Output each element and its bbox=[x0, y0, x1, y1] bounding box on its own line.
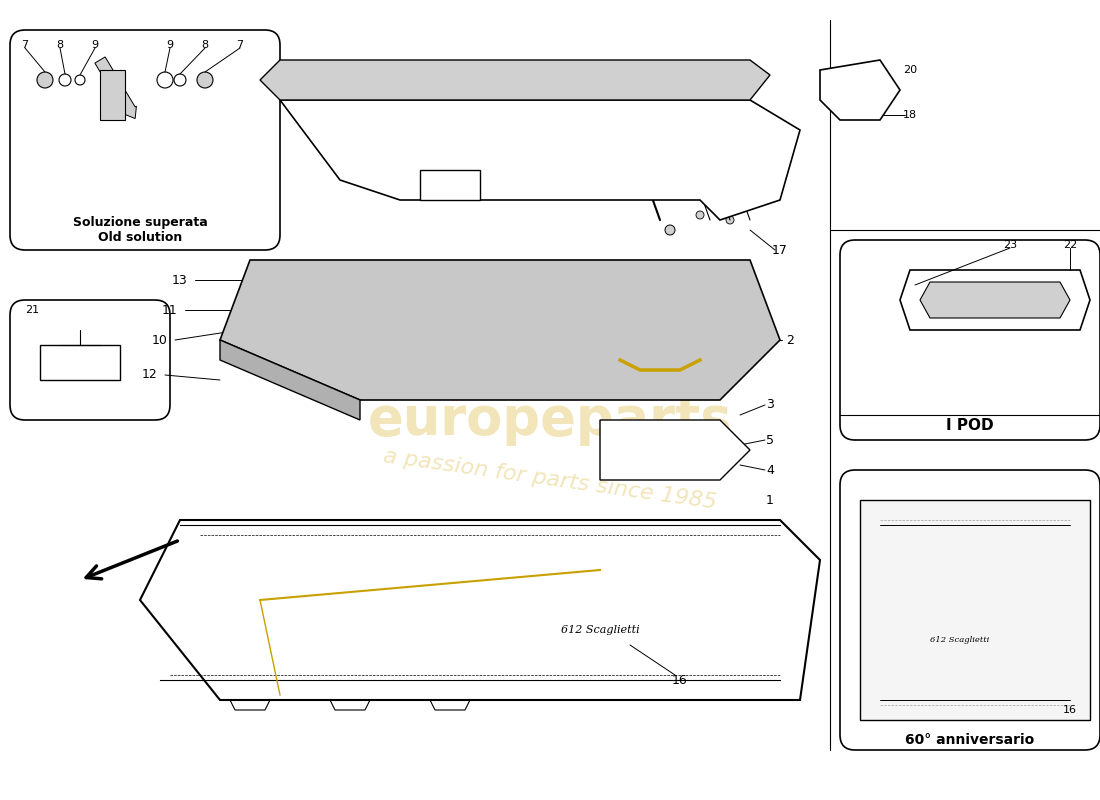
Circle shape bbox=[625, 145, 635, 155]
Polygon shape bbox=[330, 700, 370, 710]
Polygon shape bbox=[600, 420, 750, 480]
Circle shape bbox=[667, 177, 673, 183]
Text: 15: 15 bbox=[362, 163, 378, 177]
Circle shape bbox=[635, 265, 645, 275]
Text: 22: 22 bbox=[1063, 240, 1077, 250]
Text: europeparts: europeparts bbox=[367, 394, 733, 446]
Polygon shape bbox=[860, 500, 1090, 720]
Circle shape bbox=[865, 65, 874, 75]
Bar bbox=[100, 70, 125, 120]
Circle shape bbox=[666, 225, 675, 235]
Circle shape bbox=[910, 295, 920, 305]
Circle shape bbox=[260, 640, 280, 660]
Text: I POD: I POD bbox=[946, 418, 993, 433]
Text: 9: 9 bbox=[166, 40, 174, 50]
Text: 7: 7 bbox=[21, 40, 29, 50]
Text: Soluzione superata
Old solution: Soluzione superata Old solution bbox=[73, 216, 208, 244]
Text: 8: 8 bbox=[576, 70, 584, 80]
Text: 2: 2 bbox=[786, 334, 794, 346]
Text: 7: 7 bbox=[236, 40, 243, 50]
Circle shape bbox=[37, 72, 53, 88]
FancyArrow shape bbox=[613, 99, 652, 191]
Text: 17: 17 bbox=[772, 243, 788, 257]
Text: 9: 9 bbox=[667, 70, 673, 80]
FancyBboxPatch shape bbox=[840, 240, 1100, 440]
Text: 18: 18 bbox=[903, 110, 917, 120]
Polygon shape bbox=[280, 100, 800, 220]
Text: 8: 8 bbox=[56, 40, 64, 50]
Text: 1: 1 bbox=[766, 494, 774, 506]
Bar bbox=[430, 175, 470, 190]
FancyBboxPatch shape bbox=[10, 300, 170, 420]
Circle shape bbox=[255, 265, 265, 275]
Text: 612 Scaglietti: 612 Scaglietti bbox=[561, 625, 639, 635]
Circle shape bbox=[696, 211, 704, 219]
FancyBboxPatch shape bbox=[840, 470, 1100, 750]
Text: 20: 20 bbox=[903, 65, 917, 75]
Polygon shape bbox=[140, 520, 820, 700]
Circle shape bbox=[645, 185, 654, 195]
Text: 10: 10 bbox=[152, 334, 168, 346]
Circle shape bbox=[830, 85, 840, 95]
Text: 11: 11 bbox=[162, 303, 178, 317]
Text: 8: 8 bbox=[201, 40, 209, 50]
Circle shape bbox=[197, 72, 213, 88]
Text: 3: 3 bbox=[766, 398, 774, 411]
FancyBboxPatch shape bbox=[10, 30, 280, 250]
Text: 7: 7 bbox=[547, 70, 553, 80]
Circle shape bbox=[695, 385, 705, 395]
Text: 60° anniversario: 60° anniversario bbox=[905, 733, 1035, 747]
Polygon shape bbox=[430, 700, 470, 710]
Circle shape bbox=[235, 325, 245, 335]
Text: 9: 9 bbox=[606, 70, 614, 80]
Polygon shape bbox=[900, 270, 1090, 330]
Text: 12: 12 bbox=[142, 369, 158, 382]
Text: 6: 6 bbox=[637, 70, 644, 80]
Text: 7: 7 bbox=[726, 70, 734, 80]
Polygon shape bbox=[260, 60, 770, 100]
Polygon shape bbox=[230, 700, 270, 710]
Bar bbox=[40, 345, 120, 380]
Text: 19: 19 bbox=[862, 90, 877, 100]
Bar bbox=[500, 150, 560, 170]
Circle shape bbox=[647, 166, 653, 174]
Polygon shape bbox=[420, 170, 480, 200]
FancyArrow shape bbox=[95, 57, 136, 118]
Circle shape bbox=[725, 265, 735, 275]
Text: 9: 9 bbox=[91, 40, 99, 50]
Text: 16: 16 bbox=[672, 674, 688, 686]
Text: 612 Scaglietti: 612 Scaglietti bbox=[931, 636, 990, 644]
Circle shape bbox=[686, 186, 693, 194]
Text: 13: 13 bbox=[172, 274, 188, 286]
Text: 4: 4 bbox=[766, 463, 774, 477]
Circle shape bbox=[576, 116, 584, 124]
Text: a passion for parts since 1985: a passion for parts since 1985 bbox=[382, 446, 718, 514]
Polygon shape bbox=[820, 60, 900, 120]
Text: 16: 16 bbox=[1063, 705, 1077, 715]
Circle shape bbox=[546, 111, 554, 119]
Text: 8: 8 bbox=[696, 70, 704, 80]
Polygon shape bbox=[220, 260, 780, 400]
Text: 21: 21 bbox=[25, 305, 40, 315]
Text: 14: 14 bbox=[497, 118, 513, 131]
Text: 23: 23 bbox=[1003, 240, 1018, 250]
Circle shape bbox=[726, 216, 734, 224]
Text: 5: 5 bbox=[766, 434, 774, 446]
Polygon shape bbox=[220, 340, 360, 420]
Polygon shape bbox=[920, 282, 1070, 318]
Circle shape bbox=[345, 265, 355, 275]
Circle shape bbox=[345, 385, 355, 395]
